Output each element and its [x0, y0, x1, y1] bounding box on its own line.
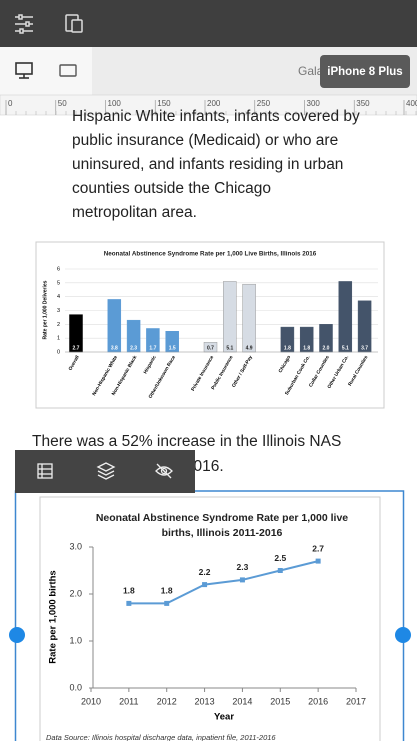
y-tick-label: 5: [57, 280, 60, 286]
y-tick-label: 0.0: [69, 682, 82, 692]
data-point: [239, 577, 245, 583]
bar-value-label: 3.8: [111, 345, 118, 351]
selection-frame: [14, 490, 405, 741]
bar-value-label: 2.7: [73, 345, 80, 351]
bar-value-label: 5.1: [226, 345, 233, 351]
bar-value-label: 1.7: [149, 345, 156, 351]
bar-value-label: 3.7: [361, 345, 368, 351]
data-line: [128, 560, 319, 605]
paragraph-line: There was a 52% increase in the Illinois…: [32, 433, 341, 450]
y-tick-label: 2: [57, 322, 60, 328]
data-label: 2.3: [237, 562, 249, 572]
paragraph-line: public insurance (Medicaid) or who are: [72, 132, 338, 149]
bar-value-label: 1.5: [169, 345, 176, 351]
data-label: 1.8: [161, 586, 173, 596]
bar: [242, 283, 256, 353]
hide-button[interactable]: [155, 463, 173, 479]
data-label: 1.8: [123, 586, 135, 596]
y-tick-label: 6: [57, 266, 60, 272]
x-tick-label: 2013: [195, 696, 215, 706]
bar-value-label: 5.1: [342, 345, 349, 351]
bar-value-label: 4.9: [246, 345, 253, 351]
y-tick-label: 1: [57, 336, 60, 342]
y-axis-label: Rate per 1,000 births: [48, 570, 59, 663]
line-chart-image[interactable]: [39, 496, 381, 741]
settings-button[interactable]: [15, 14, 33, 34]
data-label: 2.5: [274, 553, 286, 563]
device-label: iPhone 8 Plus: [327, 66, 402, 78]
x-tick-label: 2015: [270, 696, 290, 706]
ruler-label: 200: [207, 99, 221, 108]
ruler-label: 100: [108, 99, 122, 108]
ruler-label: 150: [157, 99, 171, 108]
x-tick-label: 2014: [232, 696, 252, 706]
x-tick-label: 2011: [119, 696, 138, 706]
y-axis-label: Rate per 1,000 Deliveries: [42, 280, 48, 339]
y-tick-label: 2.0: [69, 588, 82, 598]
bar: [223, 281, 237, 353]
x-tick-label: 2016: [308, 696, 328, 706]
data-point: [164, 600, 170, 606]
chart-title: Neonatal Abstinence Syndrome Rate per 1,…: [96, 512, 348, 524]
bar-value-label: 2.0: [323, 345, 330, 351]
bar: [338, 281, 353, 353]
data-label: 2.7: [312, 543, 324, 553]
top-toolbar: [0, 0, 417, 47]
desktop-view-button[interactable]: [15, 62, 33, 79]
layers-button[interactable]: [96, 462, 116, 480]
paragraph-line: Hispanic White infants, infants covered …: [72, 108, 360, 125]
view-switch: [0, 47, 92, 95]
data-source: Data Source: Illinois hospital discharge…: [46, 733, 276, 741]
resize-handle-left[interactable]: [9, 627, 25, 643]
data-point: [202, 582, 208, 588]
bar-value-label: 0.7: [207, 345, 214, 351]
resize-handle-right[interactable]: [395, 627, 411, 643]
bar-value-label: 2.3: [130, 345, 137, 351]
y-tick-label: 0: [57, 349, 60, 355]
ruler-label: 50: [58, 99, 67, 108]
ruler: [0, 94, 417, 116]
ruler-label: 350: [356, 99, 370, 108]
data-point: [277, 568, 283, 573]
site-name: Gala: [298, 64, 324, 78]
y-tick-label: 3.0: [69, 541, 82, 551]
data-point: [126, 600, 132, 606]
line-chart: Neonatal Abstinence Syndrome Rate per 1,…: [46, 512, 366, 741]
paragraph-line: uninsured, and infants residing in urban: [72, 156, 343, 173]
ruler-ticks: 0 50 100 150 200 250 300 350 400: [5, 99, 417, 115]
devices-button[interactable]: [65, 14, 83, 33]
bar: [107, 299, 122, 353]
ruler-label: 400: [406, 99, 417, 108]
x-axis-label: Year: [214, 712, 234, 723]
y-tick-label: 3: [57, 308, 60, 314]
y-tick-label: 4: [57, 294, 60, 300]
bar: [357, 300, 372, 353]
tablet-view-button[interactable]: [59, 64, 77, 77]
x-tick-label: 2010: [81, 696, 101, 706]
device-button[interactable]: [320, 55, 410, 88]
chart-title: births, Illinois 2011-2016: [162, 527, 283, 539]
x-tick-label: 2012: [157, 696, 177, 706]
ruler-label: 250: [257, 99, 271, 108]
data-point: [315, 558, 321, 564]
data-label: 2.2: [199, 567, 211, 577]
y-tick-label: 1.0: [69, 635, 82, 645]
paragraph-line: metropolitan area.: [72, 204, 197, 221]
ruler-label: 300: [307, 99, 321, 108]
paragraph-line: counties outside the Chicago: [72, 180, 271, 197]
bar-value-label: 1.8: [284, 345, 291, 351]
chart-title: Neonatal Abstinence Syndrome Rate per 1,…: [104, 251, 317, 258]
bar-value-label: 1.8: [303, 345, 310, 351]
ruler-label: 0: [8, 99, 13, 108]
x-tick-label: 2017: [346, 696, 366, 706]
table-button[interactable]: [37, 463, 53, 479]
